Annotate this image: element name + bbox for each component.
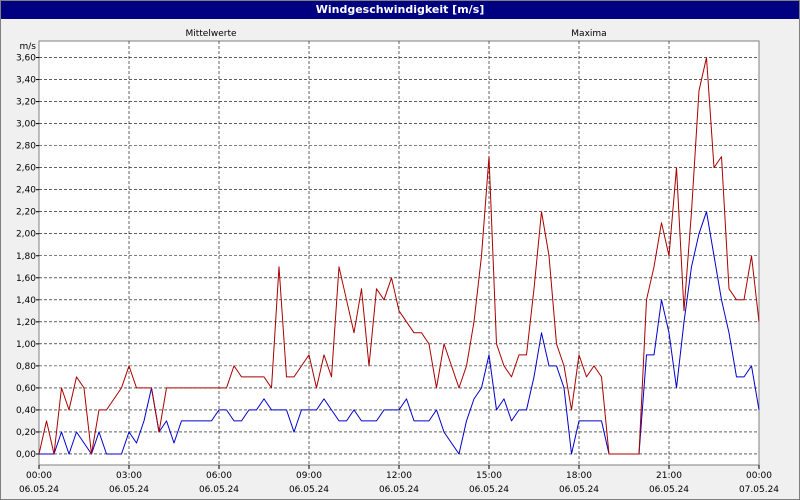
x-tick-date-label: 06.05.24 — [379, 485, 419, 495]
x-tick-date-label: 06.05.24 — [559, 485, 599, 495]
y-tick-label: 3,00 — [16, 120, 36, 130]
y-tick-label: 1,80 — [16, 252, 36, 262]
y-tick-label: 0,60 — [16, 384, 36, 394]
x-tick-date-label: 06.05.24 — [109, 485, 149, 495]
y-tick-label: 1,40 — [16, 296, 36, 306]
y-tick-label: 2,40 — [16, 186, 36, 196]
y-tick-label: 0,40 — [16, 406, 36, 416]
y-tick-label: 3,40 — [16, 76, 36, 86]
y-tick-label: 0,00 — [16, 450, 36, 460]
y-tick-label: 2,20 — [16, 208, 36, 218]
x-tick-time-label: 15:00 — [476, 471, 502, 481]
legend-label-maxima: Maxima — [571, 29, 606, 39]
y-tick-label: 3,20 — [16, 98, 36, 108]
x-tick-time-label: 03:00 — [116, 471, 142, 481]
x-tick-date-label: 06.05.24 — [19, 485, 59, 495]
series-line-maxima — [38, 57, 760, 455]
x-tick-time-label: 00:00 — [26, 471, 52, 481]
x-tick-time-label: 12:00 — [386, 471, 412, 481]
y-tick-label: 1,60 — [16, 274, 36, 284]
y-tick-label: 2,00 — [16, 230, 36, 240]
legend-label-mittelwerte: Mittelwerte — [185, 29, 236, 39]
x-tick-date-label: 06.05.24 — [289, 485, 329, 495]
x-tick-time-label: 00:00 — [746, 471, 772, 481]
x-tick-date-label: 06.05.24 — [199, 485, 239, 495]
x-tick-date-label: 06.05.24 — [649, 485, 689, 495]
x-tick-time-label: 18:00 — [566, 471, 592, 481]
window-title: Windgeschwindigkeit [m/s] — [1, 1, 799, 19]
x-tick-time-label: 06:00 — [206, 471, 232, 481]
y-tick-label: 3,60 — [16, 54, 36, 64]
line-chart: 0,00 0,20 0,40 0,60 0,80 1,00 1,20 1,40 1,60 1,80… — [16, 29, 779, 495]
x-tick-time-label: 21:00 — [656, 471, 682, 481]
y-tick-label: 0,20 — [16, 428, 36, 438]
y-tick-label: 0,80 — [16, 362, 36, 372]
y-tick-label: 2,60 — [16, 164, 36, 174]
y-tick-label: 2,80 — [16, 142, 36, 152]
x-tick-date-label: 06.05.24 — [469, 485, 509, 495]
x-tick-time-label: 09:00 — [296, 471, 322, 481]
x-tick-date-label: 07.05.24 — [739, 485, 779, 495]
y-tick-label: 1,20 — [16, 318, 36, 328]
y-tick-label: 1,00 — [16, 340, 36, 350]
y-axis-label: m/s — [20, 42, 37, 52]
